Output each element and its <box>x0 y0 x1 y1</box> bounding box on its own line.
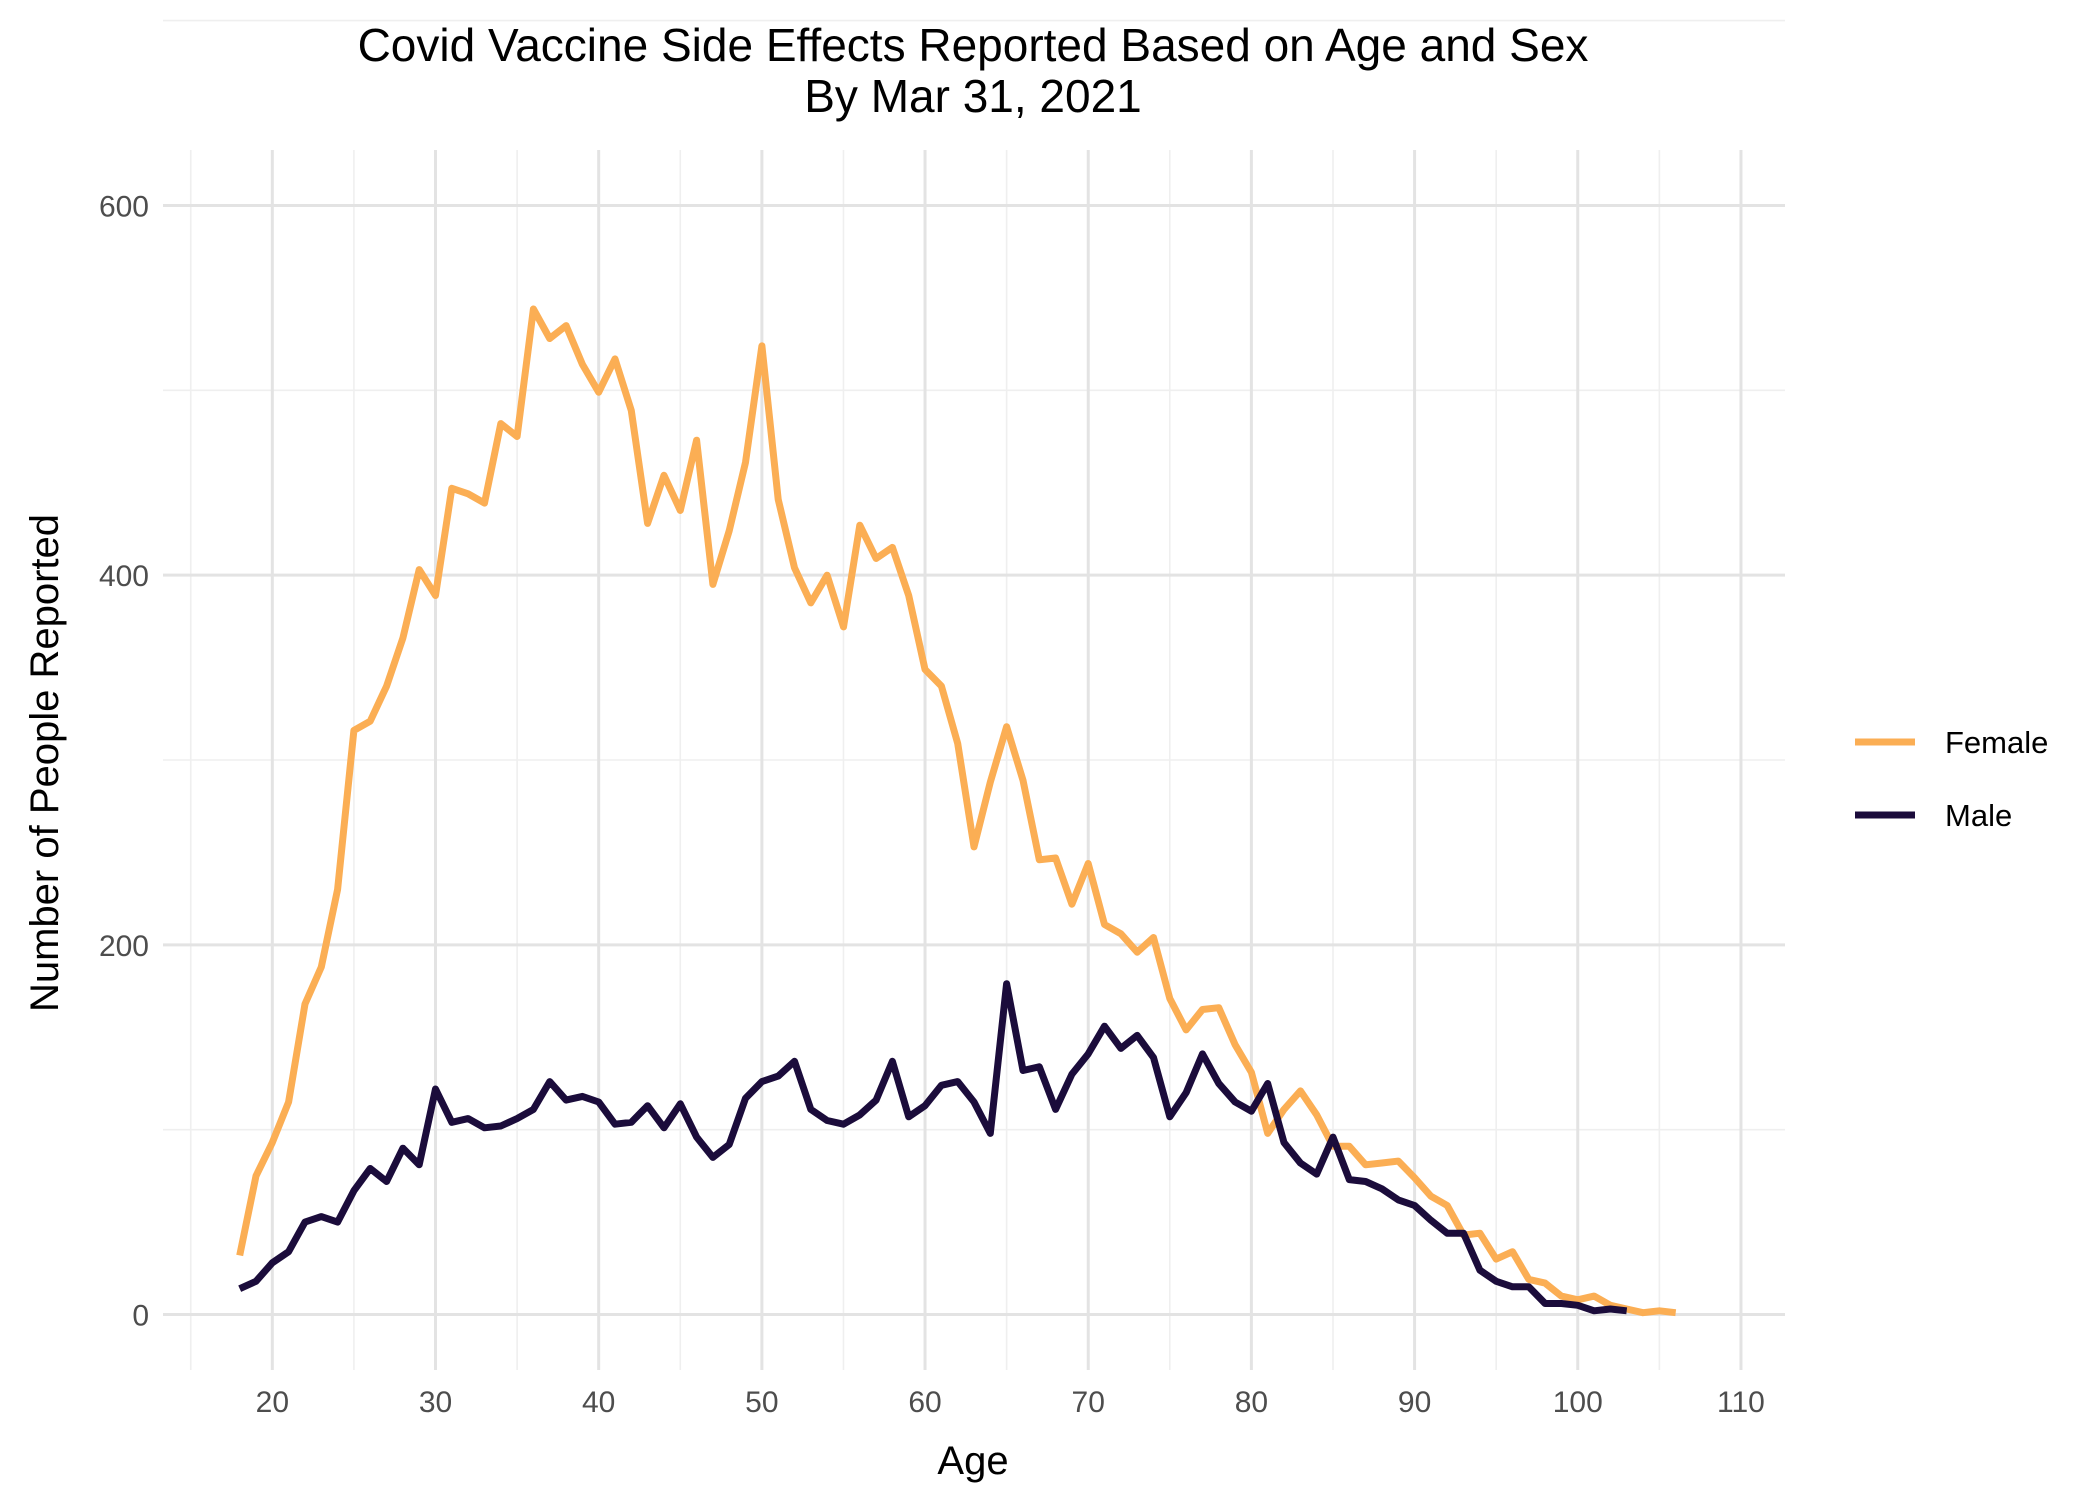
x-tick-label: 70 <box>1072 1386 1105 1419</box>
y-tick-labels: 0 200 400 600 <box>99 190 149 1332</box>
x-tick-labels: 20 30 40 50 60 70 80 90 100 110 <box>256 1386 1765 1419</box>
y-tick-label: 600 <box>99 190 149 223</box>
series-line-male <box>238 980 1628 1315</box>
x-tick-label: 20 <box>256 1386 289 1419</box>
minor-gridlines <box>163 19 1785 1370</box>
chart-subtitle: By Mar 31, 2021 <box>804 70 1142 122</box>
series-line-female <box>236 305 1677 1317</box>
legend-label: Male <box>1945 798 2012 833</box>
y-tick-label: 0 <box>132 1300 149 1333</box>
x-tick-label: 80 <box>1235 1386 1268 1419</box>
y-tick-label: 200 <box>99 930 149 963</box>
y-tick-label: 400 <box>99 560 149 593</box>
x-tick-label: 100 <box>1553 1386 1603 1419</box>
series-lines <box>236 305 1677 1317</box>
chart-title: Covid Vaccine Side Effects Reported Base… <box>358 19 1589 71</box>
x-tick-label: 30 <box>419 1386 452 1419</box>
legend-item-male: Male <box>1855 798 2012 833</box>
x-tick-label: 60 <box>908 1386 941 1419</box>
x-tick-label: 110 <box>1717 1386 1765 1419</box>
x-tick-label: 50 <box>745 1386 778 1419</box>
y-axis-title: Number of People Reported <box>23 514 67 1012</box>
x-tick-label: 40 <box>582 1386 615 1419</box>
legend: Female Male <box>1855 725 2048 833</box>
legend-label: Female <box>1945 725 2048 760</box>
major-gridlines <box>163 150 1785 1370</box>
x-axis-title: Age <box>937 1439 1008 1483</box>
legend-item-female: Female <box>1855 725 2048 760</box>
x-tick-label: 90 <box>1398 1386 1431 1419</box>
